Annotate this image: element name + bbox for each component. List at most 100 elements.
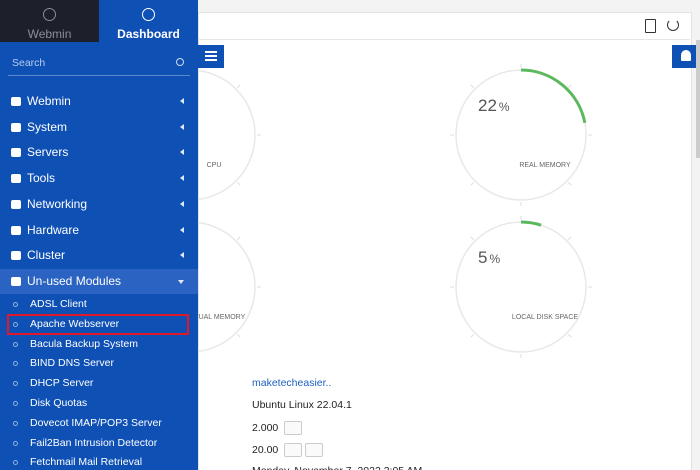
gauge-tick (237, 334, 241, 338)
info-text: 20.00 (252, 443, 279, 456)
info-text[interactable]: maketecheasier.. (252, 377, 332, 389)
gauge-tick (470, 334, 474, 338)
refresh-icon[interactable] (667, 19, 679, 31)
scrollbar (696, 40, 700, 158)
submenu-label: Apache Webserver (30, 317, 120, 330)
info-chip (284, 443, 303, 457)
info-row: maketecheasier.. (252, 377, 331, 389)
menu-arrow (180, 149, 184, 156)
highlight-box (7, 314, 189, 335)
menu-item[interactable]: System (0, 115, 198, 140)
gauge-label: LOCAL DISK SPACE (512, 314, 578, 321)
submenu-dot (13, 401, 18, 406)
menu-toggle[interactable] (198, 45, 224, 68)
submenu-label: Bacula Backup System (30, 337, 138, 350)
menu-arrow (180, 226, 184, 233)
info-text: Monday, November 7, 2022 3:05 AM (252, 465, 422, 470)
menu-label: Cluster (27, 248, 66, 263)
menu-label: Servers (27, 145, 69, 160)
gauge-tick (568, 182, 572, 186)
submenu-item[interactable]: Bacula Backup System (0, 334, 198, 354)
gauge-unit: % (489, 252, 500, 266)
submenu-dot (13, 381, 18, 387)
menu-item[interactable]: Networking (0, 192, 198, 217)
submenu-label: Fetchmail Mail Retrieval (30, 456, 143, 469)
submenu-dot (13, 302, 18, 307)
info-text: 2.000 (252, 421, 279, 434)
menu-icon (11, 251, 21, 261)
gauge-tick (237, 236, 241, 240)
notifications-button[interactable] (672, 45, 700, 68)
gauge-tick (237, 84, 241, 88)
tab-webmin[interactable]: Webmin (0, 0, 99, 42)
menu-arrow (180, 98, 184, 104)
sidebar: Webmin Dashboard Search Webmin System Serv… (0, 0, 198, 470)
submenu-label: Fail2Ban Intrusion Detector (30, 436, 158, 449)
submenu-dot (13, 420, 18, 426)
gauge-number: 5 (478, 248, 487, 267)
menu-arrow (180, 123, 184, 130)
menu-arrow (178, 279, 184, 284)
menu-label: Webmin (27, 94, 71, 108)
submenu-item[interactable]: Fail2Ban Intrusion Detector (0, 433, 198, 453)
menu-label: Hardware (27, 222, 80, 237)
gauge-tick (568, 84, 572, 88)
submenu-item[interactable]: Fetchmail Mail Retrieval (0, 452, 198, 470)
submenu-item[interactable]: Apache Webserver (0, 314, 198, 334)
info-row: 20.00 (252, 443, 324, 457)
submenu-item[interactable]: Disk Quotas (0, 393, 198, 413)
info-chip (284, 421, 303, 435)
menu-item[interactable]: Hardware (0, 218, 198, 243)
menu-icon (11, 97, 21, 106)
menu-label: Tools (27, 171, 56, 186)
gauge-arc (520, 68, 587, 124)
content-panel (198, 12, 692, 470)
gauge-label: REAL MEMORY (519, 162, 571, 169)
submenu-item[interactable]: DHCP Server (0, 373, 198, 393)
menu-item[interactable]: Servers (0, 140, 198, 165)
gauge-tick (568, 236, 572, 240)
menu-arrow (180, 200, 184, 207)
tab-dashboard[interactable]: Dashboard (99, 0, 198, 42)
tab-label: Webmin (27, 27, 72, 41)
gauge-value: 22% (478, 96, 510, 115)
search-input[interactable]: Search (12, 57, 46, 69)
info-row: Monday, November 7, 2022 3:05 AM (252, 465, 422, 470)
submenu-item[interactable]: BIND DNS Server (0, 353, 198, 373)
menu-item[interactable]: Cluster (0, 243, 198, 268)
clipboard-icon[interactable] (645, 19, 656, 33)
submenu-dot (13, 321, 18, 327)
info-text: Ubuntu Linux 22.04.1 (252, 399, 352, 411)
submenu-label: Disk Quotas (30, 397, 88, 409)
menu-arrow (180, 252, 184, 259)
gauge-value: 5% (478, 248, 500, 267)
submenu-item[interactable]: Dovecot IMAP/POP3 Server (0, 413, 198, 433)
menu-icon (11, 276, 21, 286)
menu-item[interactable]: Un-used Modules (0, 268, 198, 294)
menu-label: Networking (27, 196, 88, 211)
menu-arrow (180, 175, 184, 182)
search-underline (8, 75, 190, 76)
gauge-number: 22 (478, 96, 497, 115)
tab-label: Dashboard (117, 27, 180, 41)
gauge-arc (520, 220, 542, 227)
submenu-dot (13, 440, 18, 446)
menu-item[interactable]: Tools (0, 166, 198, 191)
submenu-label: ADSL Client (30, 298, 87, 310)
submenu-dot (13, 460, 18, 466)
gauge-tick (568, 334, 572, 338)
gauge-tick (470, 236, 474, 240)
info-row: 2.000 (252, 421, 303, 435)
gauge-tick (237, 182, 241, 186)
menu-label: Un-used Modules (27, 273, 122, 288)
menu-item[interactable]: Webmin (0, 89, 198, 114)
search-icon[interactable] (176, 58, 184, 66)
submenu-dot (13, 361, 18, 367)
submenu-item[interactable]: ADSL Client (0, 294, 198, 314)
menu-icon (11, 174, 21, 184)
gauge-circle (455, 221, 587, 353)
info-chip (305, 443, 324, 457)
submenu-label: BIND DNS Server (30, 357, 115, 370)
gauge-tick (470, 182, 474, 186)
menu-icon (11, 148, 21, 158)
